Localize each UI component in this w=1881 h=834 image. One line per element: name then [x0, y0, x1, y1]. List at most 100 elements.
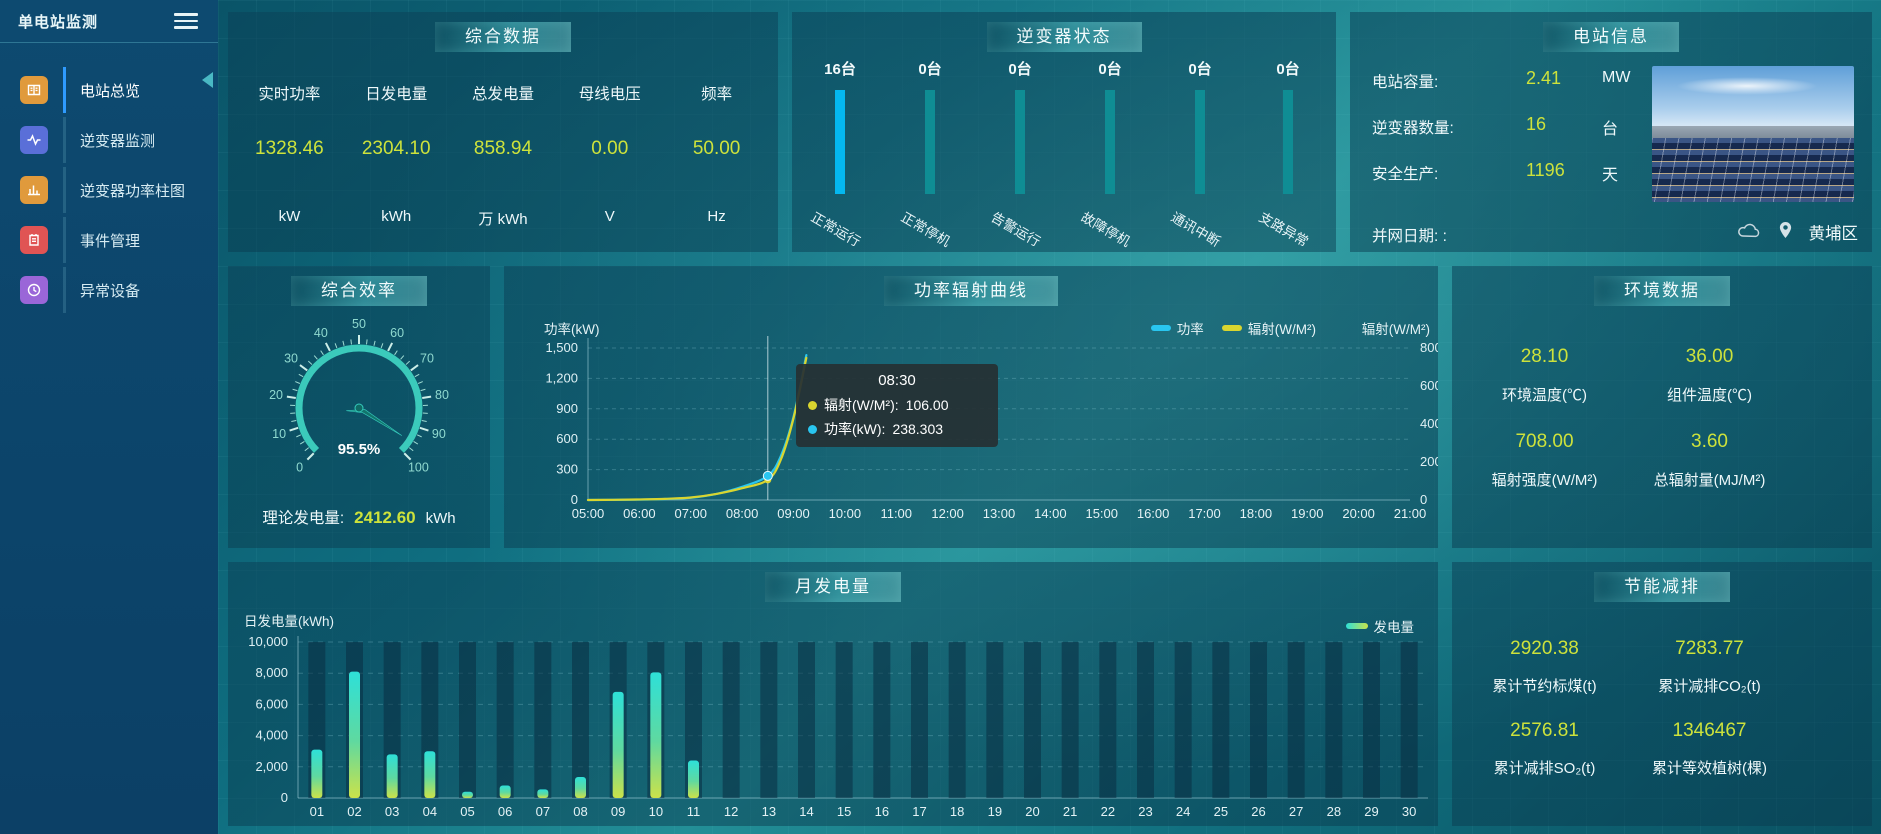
station-label: 电站容量: — [1372, 74, 1439, 91]
svg-text:300: 300 — [556, 462, 578, 477]
panel-environment: 环境数据 28.10 环境温度(℃) 36.00 组件温度(℃) 708.00 辐射强… — [1452, 266, 1872, 548]
legend-dash — [1345, 623, 1368, 629]
svg-text:10,000: 10,000 — [248, 634, 288, 649]
theory-energy-row: 理论发电量: 2412.60 kWh — [262, 508, 456, 527]
svg-text:11:00: 11:00 — [880, 506, 912, 521]
location-pin-icon[interactable] — [1778, 221, 1793, 244]
svg-text:100: 100 — [408, 460, 429, 474]
tooltip-row: 功率(kW): 238.303 — [808, 419, 986, 439]
district-name[interactable]: 黄埔区 — [1808, 225, 1859, 243]
svg-text:20:00: 20:00 — [1342, 506, 1375, 521]
y-right-axis-label: 辐射(W/M²) — [1361, 322, 1430, 337]
panel-summary-data: 综合数据 实时功率 日发电量 总发电量 母线电压 频率 1328.46 2304.10 85… — [228, 12, 778, 252]
waveform-icon — [20, 126, 48, 154]
legend-power[interactable]: 功率 — [1150, 318, 1204, 338]
svg-text:70: 70 — [420, 352, 434, 366]
sidebar-item-label: 逆变器功率柱图 — [80, 182, 186, 200]
svg-text:30: 30 — [1402, 804, 1416, 819]
svg-text:05: 05 — [460, 804, 474, 819]
power-radiation-line-chart[interactable]: 0 300 600 900 1,200 1,500 0 200 400 600 800 05:00 06… — [504, 266, 1438, 548]
status-bar[interactable] — [925, 90, 935, 194]
station-value: 1196 — [1526, 160, 1565, 180]
metric: 36.00 组件温度(℃) — [1667, 346, 1752, 404]
svg-text:02: 02 — [347, 804, 361, 819]
svg-text:19: 19 — [988, 804, 1002, 819]
chart-legend: 发电量 — [1345, 616, 1414, 636]
panel-title: 电站信息 — [1543, 22, 1679, 52]
svg-text:600: 600 — [1420, 378, 1438, 393]
legend-dash — [1221, 325, 1242, 331]
sidebar-item-station-overview[interactable]: 电站总览 — [0, 65, 218, 115]
hamburger-menu-icon[interactable] — [174, 13, 198, 30]
status-bar[interactable] — [1105, 90, 1115, 194]
power-dot-icon — [808, 424, 817, 434]
svg-text:1,200: 1,200 — [545, 370, 578, 385]
weather-location: 黄埔区 — [1736, 220, 1859, 244]
svg-text:0: 0 — [296, 460, 303, 474]
svg-text:29: 29 — [1364, 804, 1378, 819]
metric: 7283.77 累计减排CO₂(t) — [1658, 638, 1761, 695]
svg-text:20: 20 — [269, 388, 283, 402]
svg-text:10: 10 — [272, 427, 286, 441]
svg-text:0: 0 — [1420, 492, 1427, 507]
status-bar[interactable] — [1283, 90, 1293, 194]
panel-station-info: 电站信息 电站容量: 2.41 MW 逆变器数量: 16 台 安全生产: 119… — [1350, 12, 1872, 252]
sidebar-item-label: 电站总览 — [80, 82, 141, 100]
svg-text:20: 20 — [1025, 804, 1039, 819]
svg-text:15: 15 — [837, 804, 851, 819]
clock-alert-icon — [20, 276, 48, 304]
metric: 708.00 辐射强度(W/M²) — [1491, 431, 1598, 489]
svg-text:06:00: 06:00 — [623, 506, 656, 521]
panel-title: 月发电量 — [765, 572, 901, 602]
sidebar-item-inverter-monitor[interactable]: 逆变器监测 — [0, 115, 218, 165]
status-label: 通讯中断 — [1168, 209, 1223, 250]
svg-text:10: 10 — [649, 804, 663, 819]
status-bar[interactable] — [835, 90, 845, 194]
monthly-energy-bar-chart[interactable]: 0 2,000 4,000 6,000 8,000 10,000 01 02 03 04 05 06 0… — [228, 562, 1438, 826]
metric: 2576.81 累计减排SO₂(t) — [1493, 720, 1596, 777]
metric: 3.60 总辐射量(MJ/M²) — [1653, 431, 1766, 489]
svg-text:900: 900 — [556, 401, 578, 416]
svg-text:27: 27 — [1289, 804, 1303, 819]
status-label: 支路异常 — [1256, 209, 1311, 250]
svg-text:60: 60 — [390, 326, 404, 340]
svg-text:16: 16 — [875, 804, 889, 819]
svg-text:21:00: 21:00 — [1394, 506, 1427, 521]
status-bar[interactable] — [1195, 90, 1205, 194]
svg-text:30: 30 — [284, 352, 298, 366]
panel-title: 综合数据 — [435, 22, 571, 52]
sidebar-item-inverter-power-bars[interactable]: 逆变器功率柱图 — [0, 165, 218, 215]
grid-date-label: 并网日期: : — [1372, 228, 1447, 245]
inverter-count: 0台 — [1098, 61, 1122, 78]
svg-text:17: 17 — [912, 804, 926, 819]
legend-radiation[interactable]: 辐射(W/M²) — [1221, 318, 1316, 338]
collapse-sidebar-arrow-icon[interactable] — [202, 72, 213, 88]
svg-text:13: 13 — [762, 804, 776, 819]
svg-text:12: 12 — [724, 804, 738, 819]
svg-text:25: 25 — [1214, 804, 1228, 819]
station-label: 安全生产: — [1372, 166, 1439, 183]
sidebar: 单电站监测 电站总览 逆变器监测 逆变器功率柱图 — [0, 0, 218, 834]
svg-text:06: 06 — [498, 804, 512, 819]
panel-efficiency: 综合效率 0 10 20 30 40 50 60 70 80 90 100 95.5% 理论发电量: … — [228, 266, 490, 548]
svg-text:8,000: 8,000 — [255, 665, 288, 680]
svg-text:1,500: 1,500 — [545, 340, 578, 355]
station-unit: 台 — [1602, 121, 1619, 138]
inverter-count: 16台 — [824, 61, 856, 78]
chart-tooltip: 08:30 辐射(W/M²): 106.00 功率(kW): 238.303 — [796, 364, 998, 447]
svg-text:03: 03 — [385, 804, 399, 819]
metric: 1346467 累计等效植树(棵) — [1652, 720, 1767, 777]
legend-generation[interactable]: 发电量 — [1345, 616, 1414, 636]
y-left-axis-label: 功率(kW) — [544, 322, 600, 337]
svg-text:05:00: 05:00 — [572, 506, 605, 521]
status-bar[interactable] — [1015, 90, 1025, 194]
svg-text:80: 80 — [435, 388, 449, 402]
svg-text:6,000: 6,000 — [255, 696, 288, 711]
efficiency-gauge-chart[interactable]: 0 10 20 30 40 50 60 70 80 90 100 95.5% — [228, 306, 490, 502]
sidebar-item-abnormal-devices[interactable]: 异常设备 — [0, 265, 218, 315]
svg-text:01: 01 — [310, 804, 324, 819]
summary-values: 1328.46 2304.10 858.94 0.00 50.00 — [255, 138, 741, 159]
svg-text:08: 08 — [573, 804, 587, 819]
sidebar-item-event-management[interactable]: 事件管理 — [0, 215, 218, 265]
station-photo — [1652, 66, 1854, 202]
